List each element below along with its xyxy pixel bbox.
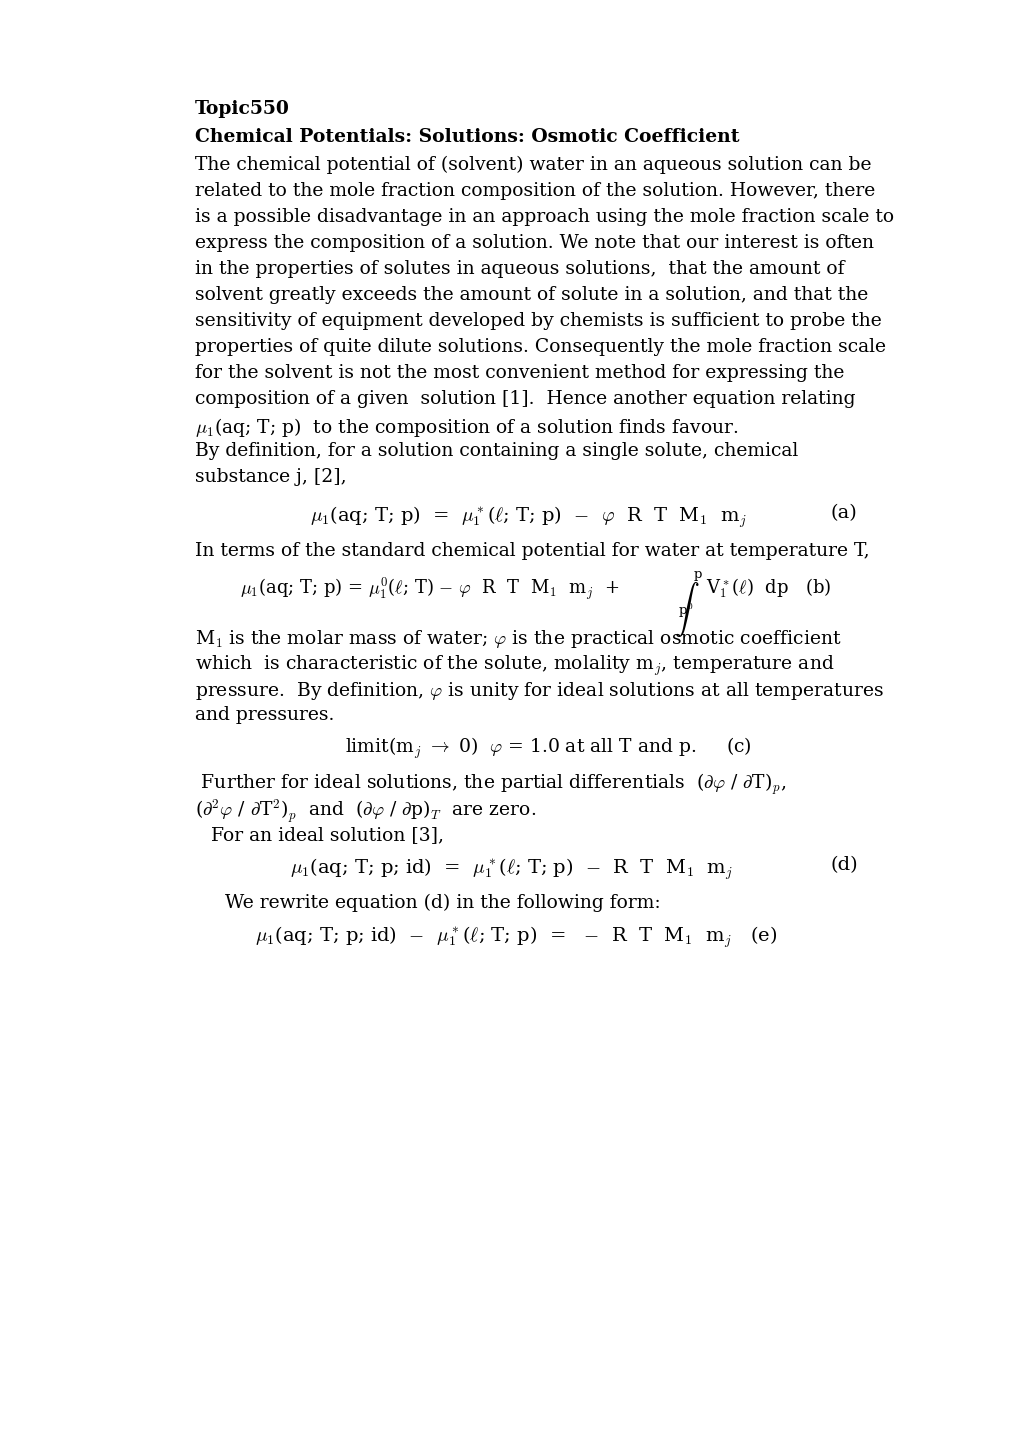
Text: substance j, [2],: substance j, [2],	[195, 468, 346, 486]
Text: $\mu_1$(aq; T; p)  =  $\mu_1^*$($\ell$; T; p)  $-$  $\varphi$  R  T  M$_1$  m$_j: $\mu_1$(aq; T; p) = $\mu_1^*$($\ell$; T;…	[310, 504, 746, 530]
Text: (a): (a)	[829, 504, 856, 522]
Text: $\mu_1$(aq; T; p)  to the composition of a solution finds favour.: $\mu_1$(aq; T; p) to the composition of …	[195, 416, 738, 439]
Text: Topic550: Topic550	[195, 100, 289, 118]
Text: For an ideal solution [3],: For an ideal solution [3],	[205, 825, 443, 844]
Text: M$_1$ is the molar mass of water; $\varphi$ is the practical osmotic coefficient: M$_1$ is the molar mass of water; $\varp…	[195, 628, 841, 649]
Text: Chemical Potentials: Solutions: Osmotic Coefficient: Chemical Potentials: Solutions: Osmotic …	[195, 128, 739, 146]
Text: composition of a given  solution [1].  Hence another equation relating: composition of a given solution [1]. Hen…	[195, 390, 855, 408]
Text: Further for ideal solutions, the partial differentials  ($\partial\varphi$ / $\p: Further for ideal solutions, the partial…	[195, 772, 786, 798]
Text: is a possible disadvantage in an approach using the mole fraction scale to: is a possible disadvantage in an approac…	[195, 208, 894, 227]
Text: properties of quite dilute solutions. Consequently the mole fraction scale: properties of quite dilute solutions. Co…	[195, 338, 886, 356]
Text: in the properties of solutes in aqueous solutions,  that the amount of: in the properties of solutes in aqueous …	[195, 260, 844, 278]
Text: The chemical potential of (solvent) water in an aqueous solution can be: The chemical potential of (solvent) wate…	[195, 156, 870, 175]
Text: limit(m$_j$ $\rightarrow$ 0)  $\varphi$ = 1.0 at all T and p.     (c): limit(m$_j$ $\rightarrow$ 0) $\varphi$ =…	[344, 736, 751, 762]
Text: pressure.  By definition, $\varphi$ is unity for ideal solutions at all temperat: pressure. By definition, $\varphi$ is un…	[195, 680, 883, 701]
Text: In terms of the standard chemical potential for water at temperature T,: In terms of the standard chemical potent…	[195, 543, 869, 560]
Text: express the composition of a solution. We note that our interest is often: express the composition of a solution. W…	[195, 234, 873, 253]
Text: $\mu_1$(aq; T; p) = $\mu_1^0$($\ell$; T) $-$ $\varphi$  R  T  M$_1$  m$_j$  +: $\mu_1$(aq; T; p) = $\mu_1^0$($\ell$; T)…	[239, 576, 619, 603]
Text: solvent greatly exceeds the amount of solute in a solution, and that the: solvent greatly exceeds the amount of so…	[195, 286, 867, 304]
Text: for the solvent is not the most convenient method for expressing the: for the solvent is not the most convenie…	[195, 364, 844, 382]
Text: $\int$: $\int$	[674, 580, 699, 639]
Text: (d): (d)	[829, 856, 857, 874]
Text: $\mu_1$(aq; T; p; id)  $-$  $\mu_1^*$($\ell$; T; p)  =   $-$  R  T  M$_1$  m$_j$: $\mu_1$(aq; T; p; id) $-$ $\mu_1^*$($\el…	[255, 924, 776, 949]
Text: V$_1^*$($\ell$)  dp   (b): V$_1^*$($\ell$) dp (b)	[705, 576, 830, 600]
Text: and pressures.: and pressures.	[195, 706, 334, 724]
Text: p: p	[693, 569, 702, 582]
Text: related to the mole fraction composition of the solution. However, there: related to the mole fraction composition…	[195, 182, 874, 201]
Text: ($\partial^2\varphi$ / $\partial$T$^2$)$_p$  and  ($\partial\varphi$ / $\partial: ($\partial^2\varphi$ / $\partial$T$^2$)$…	[195, 798, 536, 825]
Text: By definition, for a solution containing a single solute, chemical: By definition, for a solution containing…	[195, 442, 798, 460]
Text: which  is characteristic of the solute, molality m$_j$, temperature and: which is characteristic of the solute, m…	[195, 654, 834, 678]
Text: We rewrite equation (d) in the following form:: We rewrite equation (d) in the following…	[225, 895, 660, 912]
Text: p$^0$: p$^0$	[678, 602, 693, 620]
Text: $\mu_1$(aq; T; p; id)  =  $\mu_1^*$($\ell$; T; p)  $-$  R  T  M$_1$  m$_j$: $\mu_1$(aq; T; p; id) = $\mu_1^*$($\ell$…	[289, 856, 733, 882]
Text: sensitivity of equipment developed by chemists is sufficient to probe the: sensitivity of equipment developed by ch…	[195, 312, 880, 330]
